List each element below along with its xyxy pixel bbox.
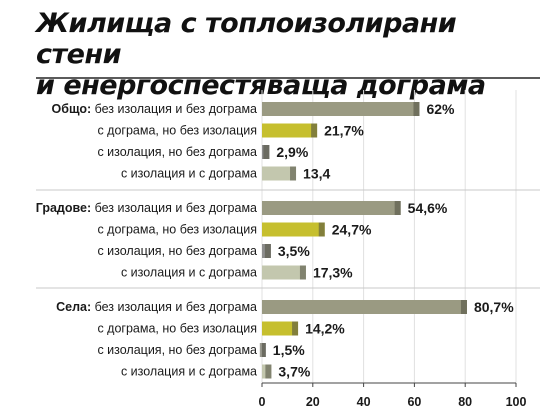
category-label: Села: без изолация и без дограма bbox=[56, 300, 257, 314]
bar-end-cap bbox=[413, 102, 420, 116]
bar bbox=[262, 201, 401, 215]
value-label: 2,9% bbox=[276, 144, 308, 160]
value-label: 1,5% bbox=[273, 342, 305, 358]
group-label: Села: bbox=[56, 300, 95, 314]
x-tick-label: 60 bbox=[407, 395, 421, 409]
chart-title: Жилища с топлоизолирани стени и енергосп… bbox=[36, 8, 546, 101]
value-label: 3,7% bbox=[278, 364, 310, 380]
category-label: с изолация и с дограма bbox=[121, 167, 257, 181]
category-label: с дограма, но без изолация bbox=[97, 223, 257, 237]
bar bbox=[262, 321, 299, 336]
x-tick-label: 0 bbox=[259, 395, 266, 409]
category-text: без изолация и без дограма bbox=[95, 201, 257, 215]
x-tick-label: 20 bbox=[306, 395, 320, 409]
group-label: Градове: bbox=[36, 201, 95, 215]
category-label: Общо: без изолация и без дограма bbox=[52, 102, 258, 116]
x-tick-label: 100 bbox=[506, 395, 527, 409]
bar bbox=[262, 222, 325, 237]
category-label: с изолация, но без дограма bbox=[97, 145, 257, 159]
chart-title-line-1: Жилища с топлоизолирани стени bbox=[36, 8, 457, 70]
bar-end-cap bbox=[460, 300, 467, 314]
bar-end-cap bbox=[290, 166, 297, 181]
bar-end-cap bbox=[264, 244, 271, 258]
category-label: с изолация и с дограма bbox=[121, 365, 257, 379]
bar-end-cap bbox=[263, 145, 270, 159]
bar-end-cap bbox=[394, 201, 401, 215]
x-tick-label: 80 bbox=[458, 395, 472, 409]
bar bbox=[262, 300, 467, 314]
category-label: с изолация, но без дограма bbox=[97, 244, 257, 258]
bar bbox=[262, 123, 318, 138]
x-tick-label: 40 bbox=[357, 395, 371, 409]
bar-end-cap bbox=[259, 343, 266, 357]
value-label: 13,4 bbox=[303, 166, 330, 182]
bar-end-cap bbox=[299, 265, 306, 280]
title-divider bbox=[36, 77, 540, 79]
value-label: 3,5% bbox=[278, 243, 310, 259]
category-label: с дограма, но без изолация bbox=[97, 124, 257, 138]
group-label: Общо: bbox=[52, 102, 95, 116]
value-label: 14,2% bbox=[305, 321, 345, 337]
value-label: 24,7% bbox=[332, 222, 372, 238]
bar bbox=[262, 265, 306, 280]
category-label: с изолация и с дограма bbox=[121, 266, 257, 280]
category-text: без изолация и без дограма bbox=[95, 102, 257, 116]
bar-end-cap bbox=[292, 321, 299, 336]
bar-end-cap bbox=[265, 364, 272, 379]
category-label: с дограма, но без изолация bbox=[97, 322, 257, 336]
bar bbox=[262, 166, 297, 181]
bar-end-cap bbox=[311, 123, 318, 138]
category-text: без изолация и без дограма bbox=[95, 300, 257, 314]
value-label: 62% bbox=[426, 101, 455, 117]
value-label: 21,7% bbox=[324, 123, 364, 139]
value-label: 80,7% bbox=[474, 299, 514, 315]
value-label: 54,6% bbox=[408, 200, 448, 216]
chart-title-line-2: и енергоспестяваща дограма bbox=[36, 70, 486, 101]
category-label: с изолация, но без дограма bbox=[97, 343, 257, 357]
category-label: Градове: без изолация и без дограма bbox=[36, 201, 257, 215]
value-label: 17,3% bbox=[313, 265, 353, 281]
bar-end-cap bbox=[318, 222, 325, 237]
bar bbox=[262, 102, 420, 116]
